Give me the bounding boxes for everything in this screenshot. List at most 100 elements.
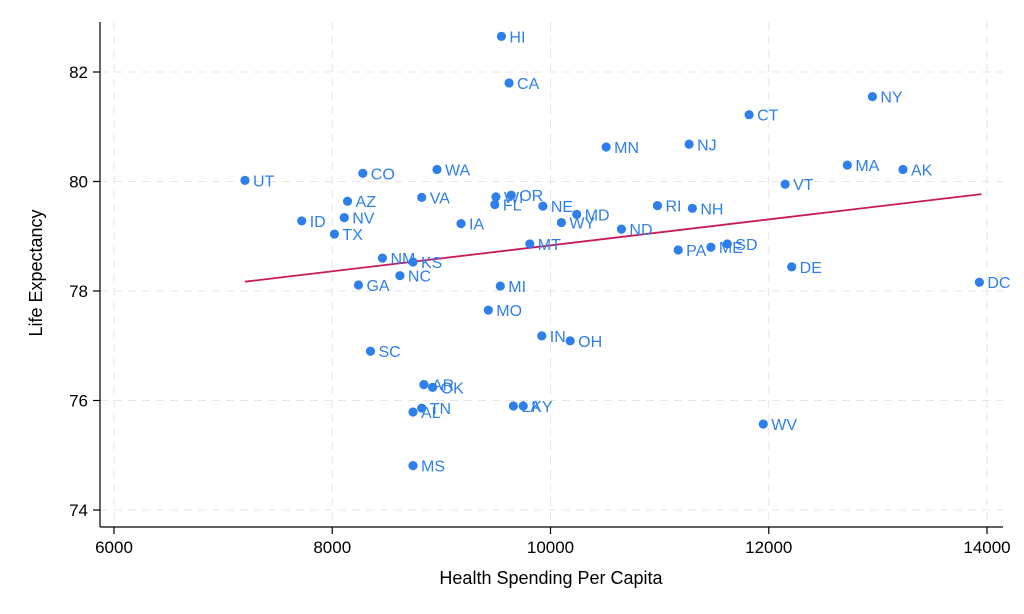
point-label: MA xyxy=(855,158,879,175)
point-label: UT xyxy=(253,173,275,190)
point-label: AK xyxy=(911,162,933,179)
point-label: ME xyxy=(719,240,743,257)
point-label: OR xyxy=(519,188,543,205)
point-label: TN xyxy=(430,401,451,418)
grid xyxy=(100,22,1003,527)
data-point xyxy=(684,139,694,149)
data-point xyxy=(495,281,505,291)
point-label: SD xyxy=(735,237,757,254)
point-label: WI xyxy=(504,190,524,207)
point-label: FL xyxy=(503,197,522,214)
fit-line xyxy=(244,193,982,283)
data-point xyxy=(744,110,754,120)
point-label: AL xyxy=(421,405,441,422)
point-label: CA xyxy=(517,76,540,93)
data-point xyxy=(483,305,493,315)
data-point xyxy=(565,336,575,346)
data-point xyxy=(339,213,349,223)
data-point xyxy=(353,280,364,290)
point-label: AR xyxy=(432,378,454,395)
data-point xyxy=(787,262,797,272)
point-label: NH xyxy=(700,201,723,218)
data-point xyxy=(504,78,514,88)
data-point xyxy=(572,209,582,219)
point-label: TX xyxy=(342,227,363,244)
point-label: OH xyxy=(578,334,602,351)
data-point xyxy=(456,219,466,229)
data-point xyxy=(408,461,418,471)
point-label: KY xyxy=(531,399,553,416)
point-label: GA xyxy=(366,278,389,295)
y-tick-label: 82 xyxy=(69,63,88,82)
point-label: RI xyxy=(665,199,681,216)
point-label: PA xyxy=(686,243,706,260)
data-point xyxy=(601,142,611,152)
data-point xyxy=(687,203,697,213)
x-axis-title: Health Spending Per Capita xyxy=(439,568,663,588)
point-label: NY xyxy=(880,90,903,107)
point-label: NE xyxy=(551,199,573,216)
data-point xyxy=(377,253,388,263)
data-point xyxy=(706,242,716,252)
point-label: DE xyxy=(800,260,822,277)
data-point xyxy=(408,257,418,267)
data-point xyxy=(417,403,427,413)
data-point xyxy=(508,401,518,411)
data-point xyxy=(898,164,908,175)
data-point xyxy=(842,160,852,170)
data-point xyxy=(408,407,418,417)
data-point xyxy=(722,239,732,249)
y-tick-label: 78 xyxy=(69,282,88,301)
point-label: CT xyxy=(757,108,779,125)
data-point xyxy=(525,239,535,249)
data-point xyxy=(490,199,500,210)
point-label: WV xyxy=(771,417,797,434)
point-label: AZ xyxy=(356,194,377,211)
point-label: NV xyxy=(352,211,375,228)
y-tick-label: 80 xyxy=(69,173,88,192)
data-point xyxy=(758,419,768,429)
data-point xyxy=(342,196,353,206)
data-point xyxy=(329,229,340,239)
data-point xyxy=(491,192,501,202)
data-point xyxy=(538,201,548,211)
data-point xyxy=(673,245,683,255)
data-point xyxy=(240,175,250,186)
axes xyxy=(99,22,1003,528)
point-label: MD xyxy=(585,207,610,224)
data-point xyxy=(419,380,429,390)
data-point xyxy=(506,190,516,200)
data-point xyxy=(297,216,307,226)
data-point xyxy=(974,277,984,287)
data-point xyxy=(428,382,438,392)
point-label: WA xyxy=(445,162,471,179)
data-point xyxy=(537,331,547,341)
fit-line-group xyxy=(244,193,982,283)
point-label: VT xyxy=(793,177,814,194)
data-point xyxy=(518,401,528,411)
point-label: NJ xyxy=(697,137,717,154)
y-tick-label: 76 xyxy=(69,392,88,411)
point-label: NC xyxy=(408,269,431,286)
point-label: IA xyxy=(469,217,484,234)
point-label: DC xyxy=(987,275,1010,292)
point-label: ID xyxy=(310,214,326,231)
point-label: KS xyxy=(421,255,442,272)
point-label: OK xyxy=(441,380,464,397)
data-point xyxy=(417,192,427,202)
x-tick-label: 10000 xyxy=(527,538,574,557)
data-point xyxy=(395,271,405,281)
x-tick-label: 12000 xyxy=(745,538,792,557)
ticks: 74 76 78 80 82 6000 8000 10000 12000 14000 xyxy=(69,63,1011,557)
y-tick-label: 74 xyxy=(69,501,88,520)
point-label: MT xyxy=(538,237,561,254)
point-label: HI xyxy=(509,29,525,46)
point-label: MS xyxy=(421,459,445,476)
y-axis-title: Life Expectancy xyxy=(26,209,46,336)
point-label: IN xyxy=(550,329,566,346)
point-label: VA xyxy=(430,190,450,207)
data-point xyxy=(616,224,627,234)
data-point xyxy=(365,346,376,356)
